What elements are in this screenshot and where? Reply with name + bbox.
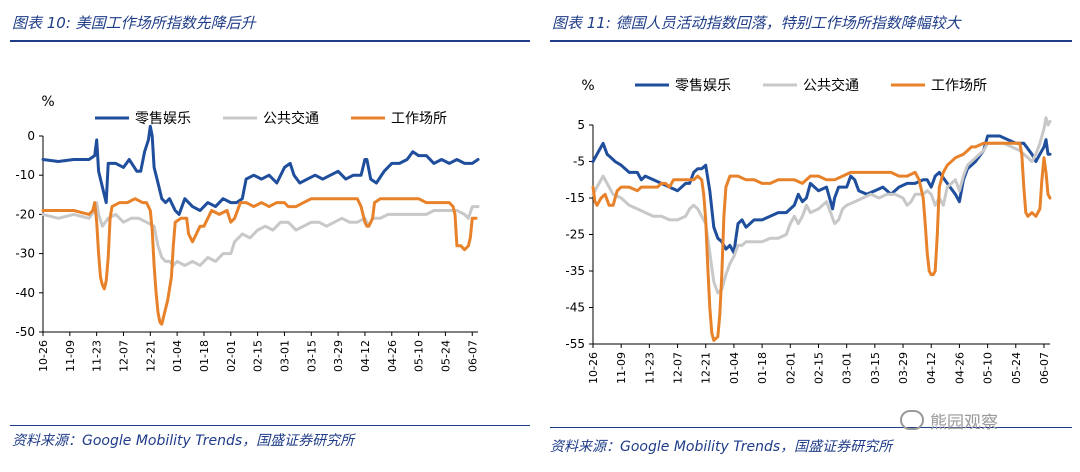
y-tick-label: -20 xyxy=(15,207,35,221)
x-tick-label: 06-07 xyxy=(466,340,479,372)
x-tick-label: 03-29 xyxy=(897,352,910,384)
x-tick-label: 02-15 xyxy=(812,352,825,384)
x-tick-label: 04-12 xyxy=(359,340,372,372)
x-tick-label: 03-29 xyxy=(332,340,345,372)
x-tick-label: 01-18 xyxy=(756,352,769,384)
x-tick-label: 05-24 xyxy=(439,340,452,372)
x-tick-label: 10-26 xyxy=(587,352,600,384)
right-source-rule xyxy=(550,427,1072,428)
legend-label-0: 零售娱乐 xyxy=(135,111,191,127)
legend-label-2: 工作场所 xyxy=(391,111,447,127)
legend-label-2: 工作场所 xyxy=(931,78,987,94)
x-tick-label: 05-10 xyxy=(982,352,995,384)
x-tick-label: 05-24 xyxy=(1010,352,1023,384)
x-tick-label: 05-10 xyxy=(413,340,426,372)
x-tick-label: 12-21 xyxy=(144,340,157,372)
watermark: 熊园观察 xyxy=(900,408,998,433)
right-chart-title: 图表 11: 德国人员活动指数回落，特别工作场所指数降幅较大 xyxy=(552,14,961,32)
x-tick-label: 02-01 xyxy=(784,352,797,384)
x-tick-label: 06-07 xyxy=(1038,352,1051,384)
x-tick-label: 01-04 xyxy=(728,352,741,384)
y-tick-label: -45 xyxy=(565,301,585,315)
left-title-rule xyxy=(10,40,530,42)
x-tick-label: 03-15 xyxy=(869,352,882,384)
x-tick-label: 12-07 xyxy=(117,340,130,372)
y-axis-label: % xyxy=(41,94,54,110)
x-tick-label: 12-21 xyxy=(700,352,713,384)
y-tick-label: -30 xyxy=(15,247,35,261)
wechat-icon xyxy=(900,410,924,430)
y-tick-label: -15 xyxy=(565,191,585,205)
legend-label-1: 公共交通 xyxy=(263,110,319,127)
left-source-note: 资料来源：Google Mobility Trends，国盛证券研究所 xyxy=(12,433,355,449)
right-source-note: 资料来源：Google Mobility Trends，国盛证券研究所 xyxy=(550,439,893,455)
watermark-text: 熊园观察 xyxy=(930,413,998,433)
x-tick-label: 02-01 xyxy=(225,340,238,372)
series-line-2 xyxy=(591,141,1052,342)
x-tick-label: 03-01 xyxy=(278,340,291,372)
x-tick-label: 03-15 xyxy=(305,340,318,372)
y-tick-label: -25 xyxy=(565,228,585,242)
x-tick-label: 04-26 xyxy=(386,340,399,372)
x-tick-label: 04-12 xyxy=(925,352,938,384)
right-title-rule xyxy=(550,40,1072,42)
x-tick-label: 12-07 xyxy=(672,352,685,384)
germany-mobility-chart: 5 -5 -15 -25 -35 -45 -55% 10-26 11-09 11-23 12-07 1… xyxy=(565,77,1052,384)
y-tick-label: -40 xyxy=(15,286,35,300)
y-axis-label: % xyxy=(581,78,594,94)
x-tick-label: 02-15 xyxy=(252,340,265,372)
y-tick-label: 5 xyxy=(577,118,585,132)
legend-label-0: 零售娱乐 xyxy=(675,78,731,94)
left-chart-title: 图表 10: 美国工作场所指数先降后升 xyxy=(12,14,256,32)
y-tick-label: -55 xyxy=(565,337,585,351)
left-source-rule xyxy=(10,425,530,426)
x-tick-label: 01-04 xyxy=(171,340,184,372)
x-tick-label: 01-18 xyxy=(198,340,211,372)
series-line-2 xyxy=(41,197,478,326)
y-tick-label: -10 xyxy=(15,168,35,182)
right-panel: 图表 11: 德国人员活动指数回落，特别工作场所指数降幅较大 资料来源：Goog… xyxy=(540,0,1080,472)
y-tick-label: -35 xyxy=(565,264,585,278)
x-tick-label: 04-26 xyxy=(953,352,966,384)
x-tick-label: 03-01 xyxy=(841,352,854,384)
x-tick-label: 11-23 xyxy=(91,340,104,372)
x-tick-label: 10-26 xyxy=(37,340,50,372)
series-line-1 xyxy=(591,116,1052,295)
left-panel: 图表 10: 美国工作场所指数先降后升 资料来源：Google Mobility… xyxy=(10,14,530,449)
y-tick-label: -5 xyxy=(573,155,585,169)
series-line-1 xyxy=(41,201,480,267)
series-line-0 xyxy=(591,134,1052,255)
x-tick-label: 11-23 xyxy=(643,352,656,384)
y-tick-label: 0 xyxy=(27,129,35,143)
us-mobility-chart: 0 -10 -20 -30 -40 -50% 10-26 11-09 11-23 12-07 12-… xyxy=(15,94,480,372)
series-line-0 xyxy=(41,124,480,216)
x-tick-label: 11-09 xyxy=(64,340,77,372)
x-tick-label: 11-09 xyxy=(615,352,628,384)
legend-label-1: 公共交通 xyxy=(803,77,859,94)
y-tick-label: -50 xyxy=(15,325,35,339)
